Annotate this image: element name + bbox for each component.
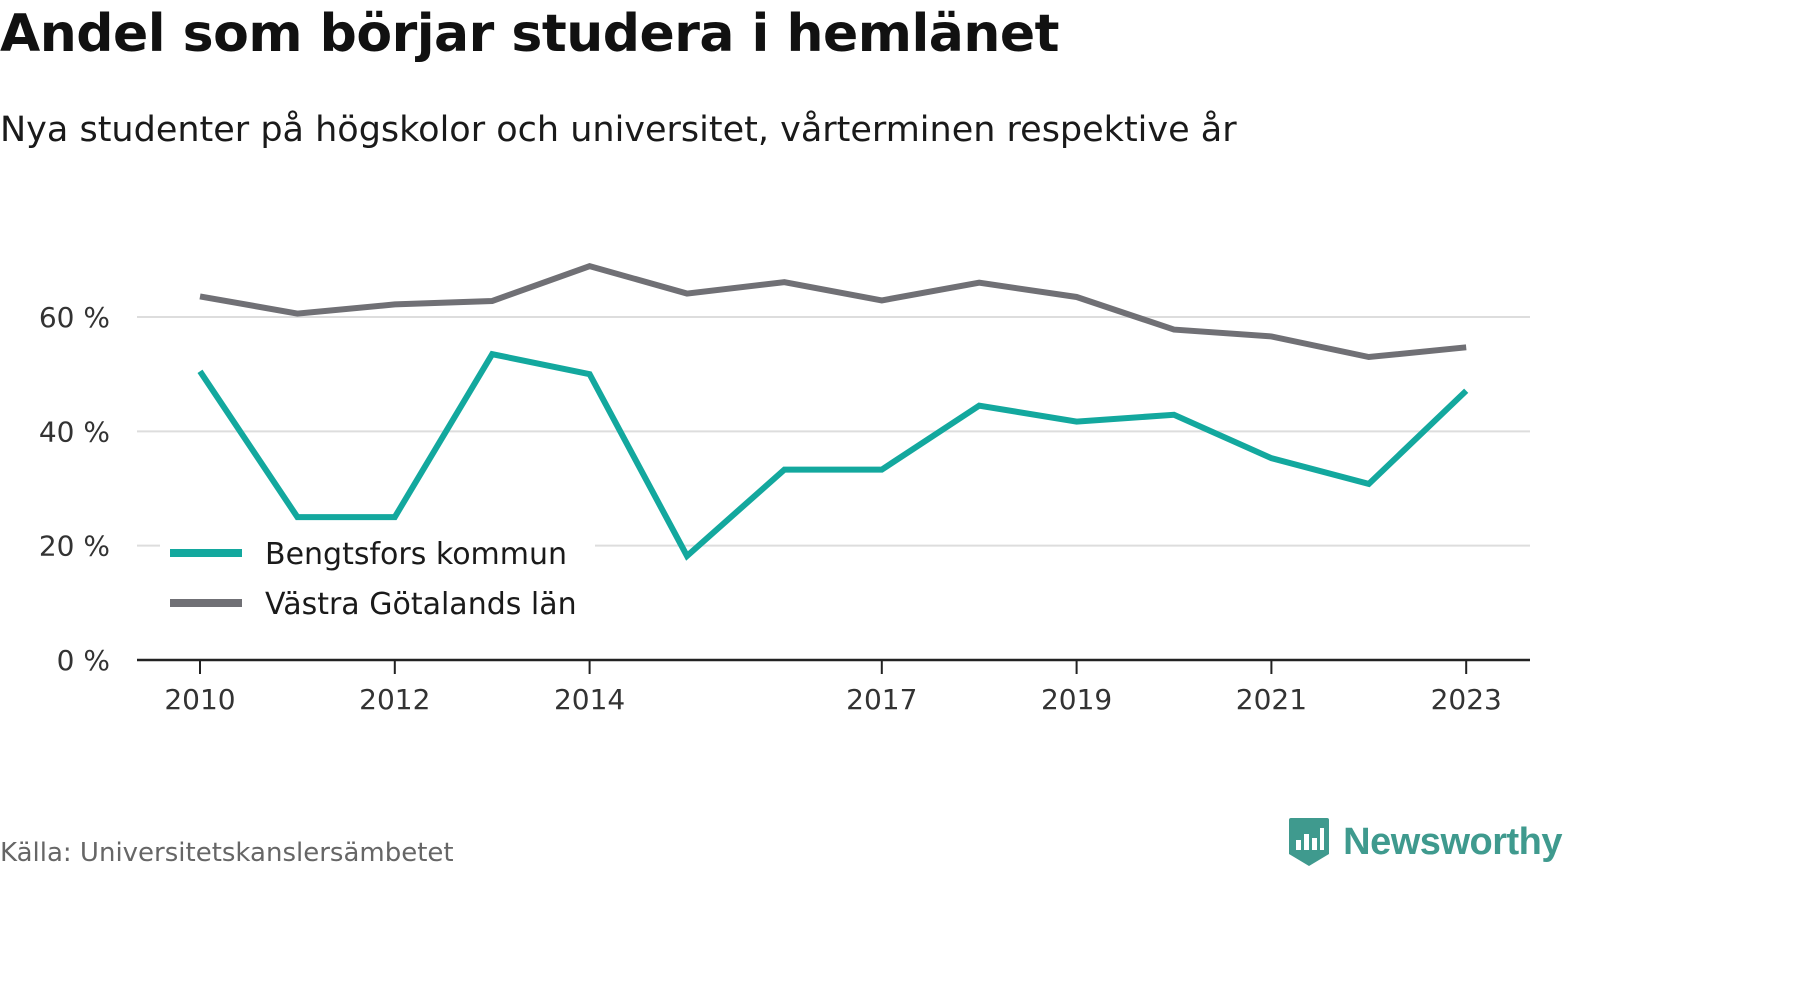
series-line-vastra-gotaland	[199, 262, 1467, 361]
grid-lines	[137, 316, 1530, 547]
series-line-bengtsfors	[197, 350, 1469, 561]
chart-title: Andel som börjar studera i hemlänet	[0, 4, 1060, 64]
x-tick-label: 2014	[554, 683, 625, 716]
legend-background	[160, 528, 595, 636]
legend-label: Västra Götalands län	[265, 587, 577, 622]
x-tick-label: 2017	[846, 683, 917, 716]
x-tick-label: 2012	[359, 683, 430, 716]
source-note: Källa: Universitetskanslersämbetet	[0, 838, 454, 868]
y-tick-label: 60 %	[39, 301, 110, 334]
chart-subtitle: Nya studenter på högskolor och universit…	[0, 110, 1237, 150]
y-tick-label: 40 %	[39, 415, 110, 448]
brand-logo: Newsworthy	[1287, 816, 1562, 868]
series-lines	[197, 262, 1469, 561]
y-tick-label: 20 %	[39, 530, 110, 563]
y-axis-tick-labels: 0 % 20 % 40 % 60 %	[39, 301, 110, 677]
x-tick-label: 2023	[1431, 683, 1502, 716]
x-tick-label: 2010	[164, 683, 235, 716]
x-tick-label: 2019	[1041, 683, 1112, 716]
x-axis-tick-labels: 2010 2012 2014 2017 2019 2021 2023	[164, 683, 1501, 716]
brand-name: Newsworthy	[1343, 820, 1562, 863]
y-tick-label: 0 %	[57, 644, 110, 677]
newsworthy-logo-icon	[1289, 818, 1330, 866]
legend: Bengtsfors kommun Västra Götalands län	[160, 528, 595, 636]
legend-label: Bengtsfors kommun	[265, 537, 567, 572]
x-tick-label: 2021	[1236, 683, 1307, 716]
x-axis	[137, 658, 1530, 674]
line-chart: 0 % 20 % 40 % 60 % 2010 2012 2014 2017 2019 2021…	[39, 262, 1530, 716]
